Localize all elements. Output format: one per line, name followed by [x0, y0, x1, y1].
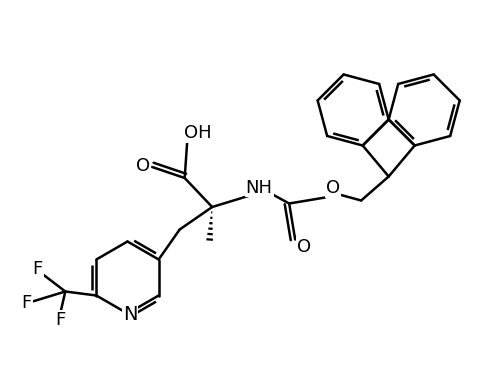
Text: O: O	[297, 238, 311, 256]
Text: F: F	[32, 260, 43, 278]
Text: OH: OH	[184, 124, 212, 142]
Text: F: F	[22, 293, 32, 312]
Text: N: N	[123, 305, 137, 323]
Text: O: O	[136, 157, 150, 175]
Text: NH: NH	[246, 178, 272, 196]
Text: F: F	[55, 311, 66, 329]
Text: O: O	[326, 179, 340, 197]
